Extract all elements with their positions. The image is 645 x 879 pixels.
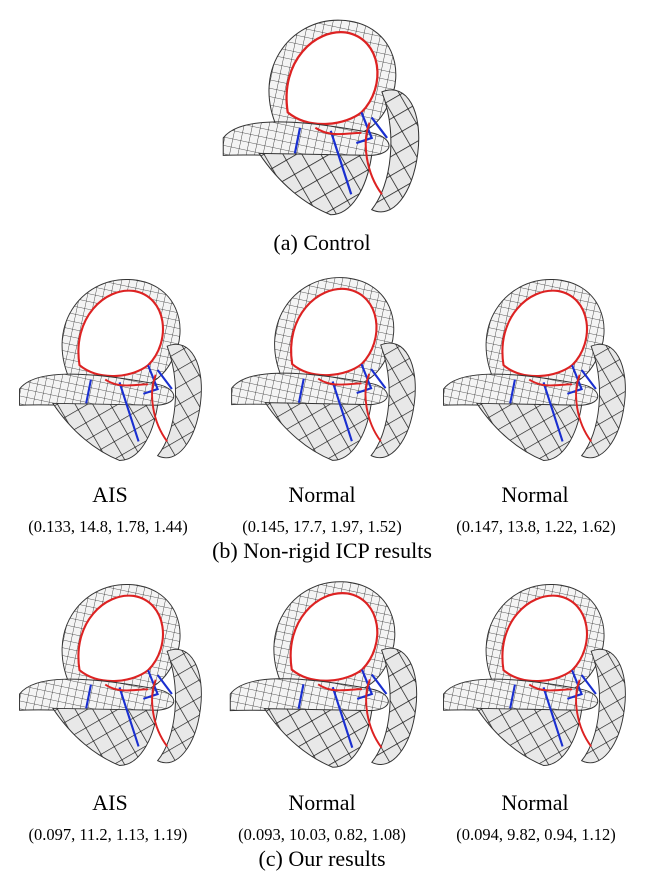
item-metrics: (0.133, 14.8, 1.78, 1.44) xyxy=(28,517,188,536)
page: (a) Control AIS Normal Normal (0.133, 14… xyxy=(0,0,645,879)
caption: (a) Control xyxy=(273,230,370,255)
item-label: Normal xyxy=(288,790,355,815)
item-metrics: (0.145, 17.7, 1.97, 1.52) xyxy=(242,517,402,536)
caption: (b) Non-rigid ICP results xyxy=(212,538,432,563)
item-label: Normal xyxy=(501,790,568,815)
figure: (a) Control AIS Normal Normal (0.133, 14… xyxy=(0,0,645,879)
item-label: AIS xyxy=(92,790,127,815)
item-label: Normal xyxy=(288,482,355,507)
caption: (c) Our results xyxy=(258,846,385,871)
mesh-image xyxy=(20,279,202,460)
mesh-image xyxy=(20,584,202,765)
mesh-image xyxy=(232,278,416,461)
item-label: AIS xyxy=(92,482,127,507)
mesh-image xyxy=(223,20,419,215)
item-label: Normal xyxy=(501,482,568,507)
item-metrics: (0.147, 13.8, 1.22, 1.62) xyxy=(456,517,616,536)
item-metrics: (0.094, 9.82, 0.94, 1.12) xyxy=(456,825,616,844)
item-metrics: (0.093, 10.03, 0.82, 1.08) xyxy=(238,825,406,844)
mesh-image xyxy=(230,582,416,768)
item-metrics: (0.097, 11.2, 1.13, 1.19) xyxy=(29,825,188,844)
mesh-image xyxy=(444,279,626,460)
mesh-image xyxy=(444,584,626,765)
